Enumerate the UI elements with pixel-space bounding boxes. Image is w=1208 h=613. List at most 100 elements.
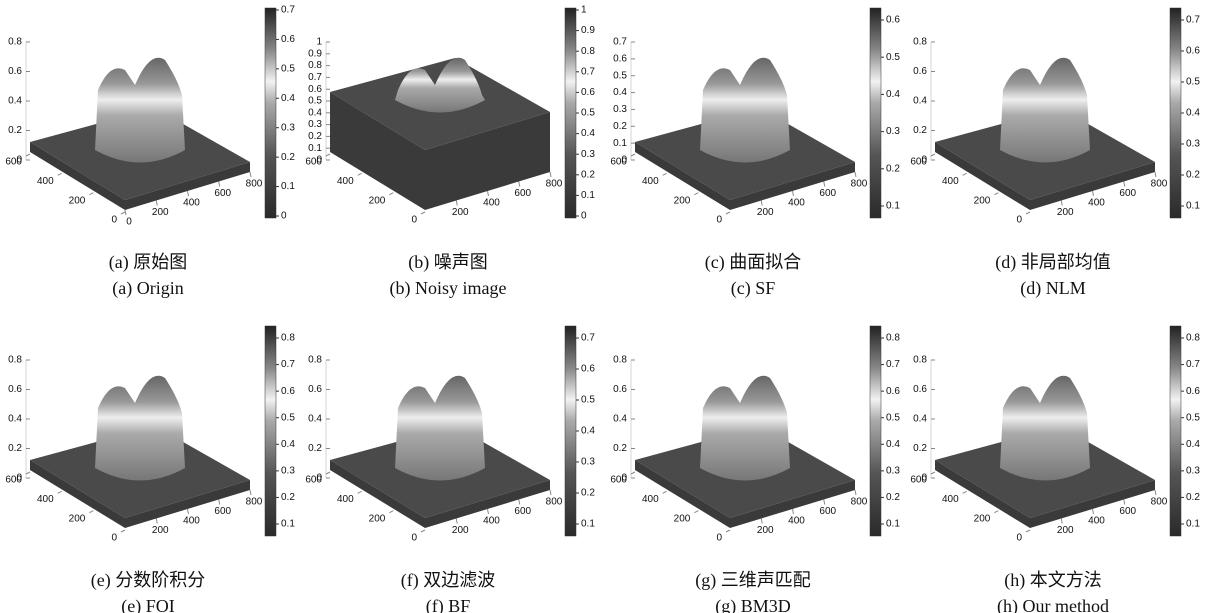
y-tick xyxy=(662,490,667,494)
x-tick xyxy=(854,171,857,178)
colorbar-tick-label: 0.2 xyxy=(281,492,295,503)
x-tick xyxy=(518,499,521,505)
y-tick xyxy=(389,510,394,514)
colorbar xyxy=(1169,7,1182,219)
x-tick-label: 600 xyxy=(214,506,231,517)
y-tick-label: 400 xyxy=(942,494,959,505)
x-tick-label: 600 xyxy=(1119,188,1136,199)
y-tick-label: 0 xyxy=(716,215,722,226)
z-tick-label: 0.2 xyxy=(913,443,927,454)
x-tick xyxy=(549,171,552,178)
colorbar-tick-label: 0.6 xyxy=(1186,386,1200,397)
y-tick xyxy=(25,153,31,157)
colorbar-tick-label: 0 xyxy=(281,211,287,222)
y-tick-label: 400 xyxy=(642,494,659,505)
colorbar xyxy=(264,325,277,537)
colorbar-tick-label: 0.5 xyxy=(886,52,900,63)
y-tick-label: 600 xyxy=(5,475,22,486)
surface-peak xyxy=(95,375,185,481)
colorbar-tick-label: 0.1 xyxy=(281,181,295,192)
x-tick-label: 800 xyxy=(1151,179,1168,190)
colorbar-tick-label: 0.1 xyxy=(886,519,900,530)
x-tick xyxy=(187,508,189,515)
y-tick-label: 400 xyxy=(337,494,354,505)
colorbar-tick-label: 0.7 xyxy=(1186,15,1200,26)
y-tick xyxy=(694,510,699,514)
surface-side xyxy=(635,460,855,528)
colorbar-tick-label: 0.6 xyxy=(281,34,295,45)
caption-zh: (a) 原始图 xyxy=(109,252,187,273)
z-tick-label: 0.2 xyxy=(913,125,927,136)
z-tick-label: 0.1 xyxy=(308,143,322,154)
x-tick-label: 200 xyxy=(1057,207,1074,218)
z-tick-label: 1 xyxy=(316,37,322,48)
colorbar-tick-label: 0 xyxy=(581,211,587,222)
y-tick-label: 200 xyxy=(674,513,691,524)
colorbar-tick-label: 0.2 xyxy=(581,488,595,499)
surface-side xyxy=(330,92,550,210)
colorbar-tick-label: 0.7 xyxy=(281,359,295,370)
caption-en: (b) Noisy image xyxy=(390,278,507,299)
z-tick-label: 0.8 xyxy=(308,60,322,71)
colorbar-tick-label: 0.3 xyxy=(281,465,295,476)
colorbar-tick-label: 0.3 xyxy=(581,457,595,468)
x-tick-label: 400 xyxy=(483,198,500,209)
y-tick-label: 600 xyxy=(610,157,627,168)
surface-side xyxy=(330,460,550,528)
z-tick-label: 0.3 xyxy=(308,119,322,130)
y-tick-label: 400 xyxy=(37,494,54,505)
colorbar-tick-label: 0.6 xyxy=(581,87,595,98)
z-tick-label: 0.3 xyxy=(613,104,627,115)
x-tick xyxy=(455,200,458,206)
z-tick-label: 0.4 xyxy=(308,107,322,118)
colorbar-tick-label: 0.8 xyxy=(281,333,295,344)
y-tick xyxy=(662,172,667,176)
x-tick xyxy=(549,489,552,496)
x-tick xyxy=(1154,489,1157,496)
caption-zh: (d) 非局部均值 xyxy=(995,252,1111,273)
colorbar-tick-label: 0.6 xyxy=(281,386,295,397)
z-tick-label: 0.4 xyxy=(8,414,22,425)
y-tick xyxy=(694,192,699,196)
x-tick xyxy=(155,518,158,524)
colorbar-tick-label: 0.5 xyxy=(581,108,595,119)
y-tick xyxy=(962,172,967,176)
x-tick xyxy=(155,200,158,206)
surface-side xyxy=(935,460,1155,528)
x-tick-label: 600 xyxy=(819,188,836,199)
colorbar-tick-label: 0.3 xyxy=(886,126,900,137)
y-tick-label: 400 xyxy=(942,176,959,187)
z-tick-label: 0.4 xyxy=(913,414,927,425)
colorbar-tick-label: 0.6 xyxy=(886,15,900,26)
z-tick-label: 0.4 xyxy=(913,96,927,107)
z-tick-label: 0.6 xyxy=(913,384,927,395)
y-tick xyxy=(994,510,999,514)
z-tick-label: 0.6 xyxy=(913,66,927,77)
colorbar-tick-label: 0.7 xyxy=(281,5,295,16)
colorbar-tick-label: 0.7 xyxy=(886,359,900,370)
y-tick xyxy=(420,529,426,533)
x-tick xyxy=(249,489,252,496)
x-tick xyxy=(1123,181,1126,187)
y-tick xyxy=(120,211,126,215)
x-tick xyxy=(518,181,521,187)
x-tick-label: 800 xyxy=(546,179,563,190)
y-tick-label: 600 xyxy=(910,157,927,168)
y-tick xyxy=(630,153,636,157)
colorbar-tick-label: 0.2 xyxy=(581,169,595,180)
colorbar-tick-label: 0.4 xyxy=(281,439,295,450)
surface-peak xyxy=(1000,57,1090,163)
x-tick-label: 800 xyxy=(851,179,868,190)
x-tick-label: 600 xyxy=(514,506,531,517)
colorbar xyxy=(264,7,277,219)
z-tick-label: 0.7 xyxy=(308,72,322,83)
y-tick-label: 0 xyxy=(411,533,417,544)
colorbar xyxy=(564,325,577,537)
y-tick-label: 200 xyxy=(69,513,86,524)
y-tick-label: 0 xyxy=(716,533,722,544)
z-tick-label: 0.8 xyxy=(913,355,927,366)
x-tick-label: 200 xyxy=(152,525,169,536)
colorbar-tick-label: 0.4 xyxy=(581,426,595,437)
surface-peak xyxy=(95,57,185,163)
x-tick-label: 600 xyxy=(214,188,231,199)
